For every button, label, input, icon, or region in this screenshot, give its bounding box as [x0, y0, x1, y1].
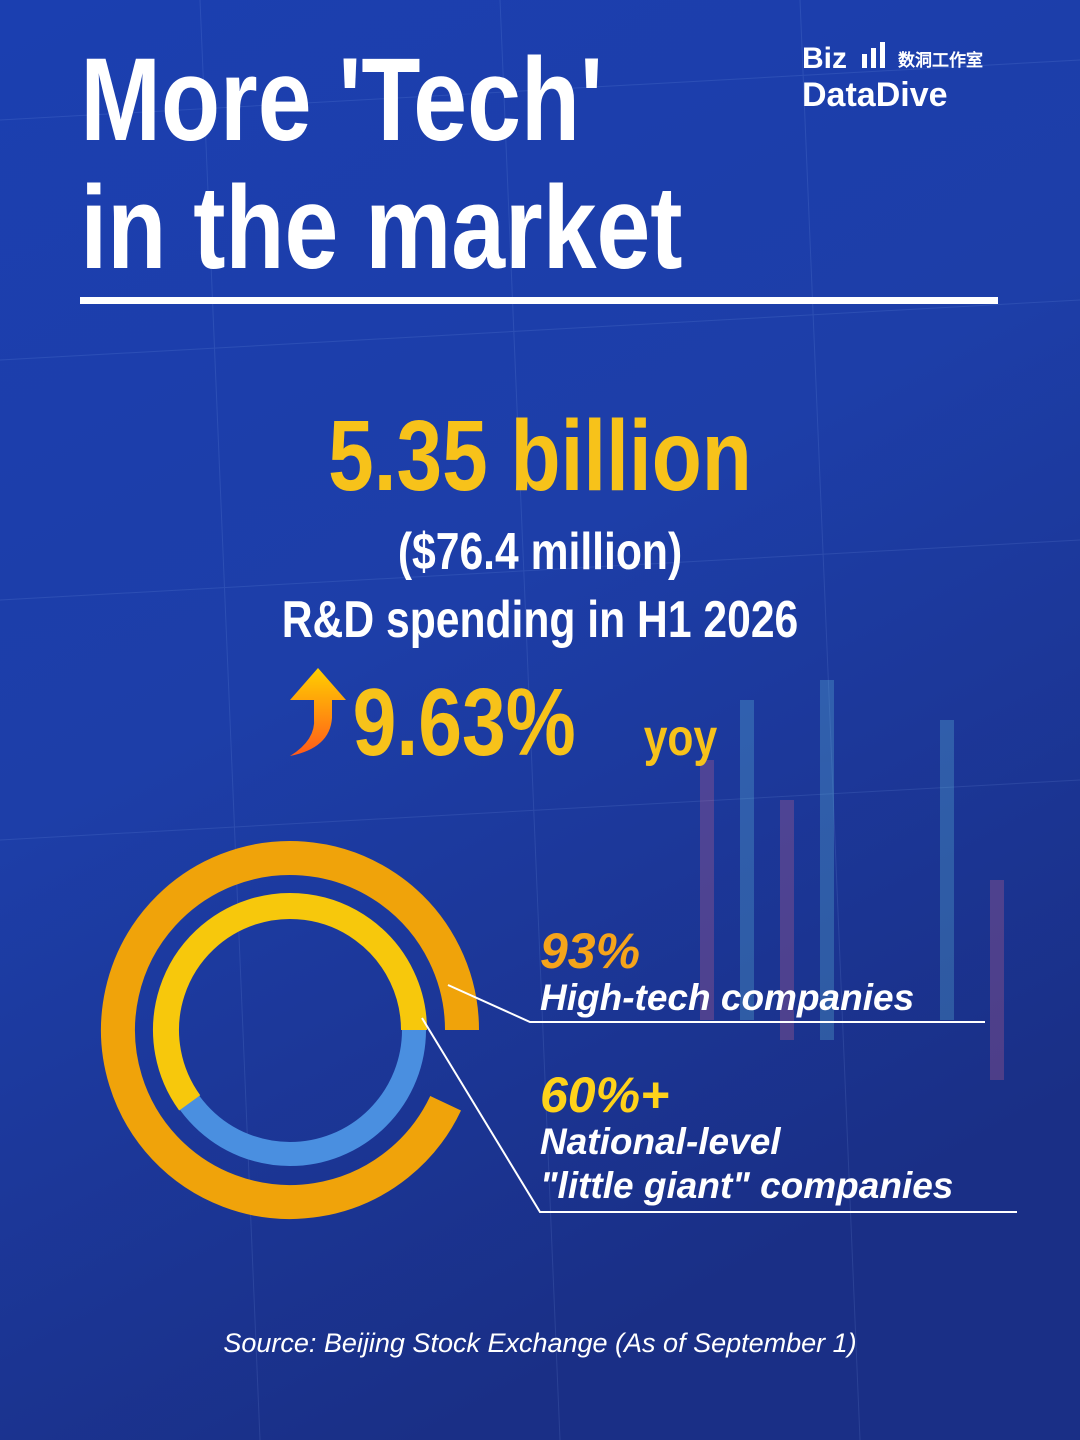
source: Source: Beijing Stock Exchange (As of Se…: [223, 1328, 856, 1358]
logo-bar: [862, 54, 867, 68]
leader-lines: [421, 984, 1017, 1213]
logo-name: DataDive: [802, 76, 948, 114]
logo-bar: [880, 42, 885, 68]
logo-biz: Biz: [802, 42, 847, 75]
stats: 93% High-tech companies 60%+ National-le…: [540, 923, 953, 1206]
ring-arc: [101, 841, 479, 1219]
growth: 9.63% yoy: [353, 669, 718, 776]
description: R&D spending in H1 2026: [282, 591, 798, 649]
stat-description: "little giant" companies: [540, 1165, 953, 1206]
growth-value: 9.63%: [353, 669, 576, 776]
stat-description: National-level: [540, 1121, 781, 1162]
stat-value: 60%+: [540, 1067, 669, 1123]
logo: Biz 数洞工作室 DataDive: [802, 42, 983, 114]
title-line: More 'Tech': [80, 33, 603, 165]
amount: 5.35 billion: [328, 400, 752, 512]
ring-arc: [153, 893, 427, 1111]
logo-bar: [871, 48, 876, 68]
stat-value: 93%: [540, 923, 640, 979]
divider: [80, 297, 998, 304]
title-line: in the market: [80, 161, 682, 293]
stat-description: High-tech companies: [540, 977, 914, 1018]
growth-unit: yoy: [644, 709, 718, 767]
headline: 5.35 billion ($76.4 million) R&D spendin…: [282, 400, 798, 649]
title: More 'Tech' in the market: [80, 33, 682, 293]
bar-texture: [700, 680, 1004, 1080]
up-arrow: [290, 668, 346, 756]
logo-chinese: 数洞工作室: [898, 50, 983, 70]
usd-amount: ($76.4 million): [398, 523, 682, 581]
